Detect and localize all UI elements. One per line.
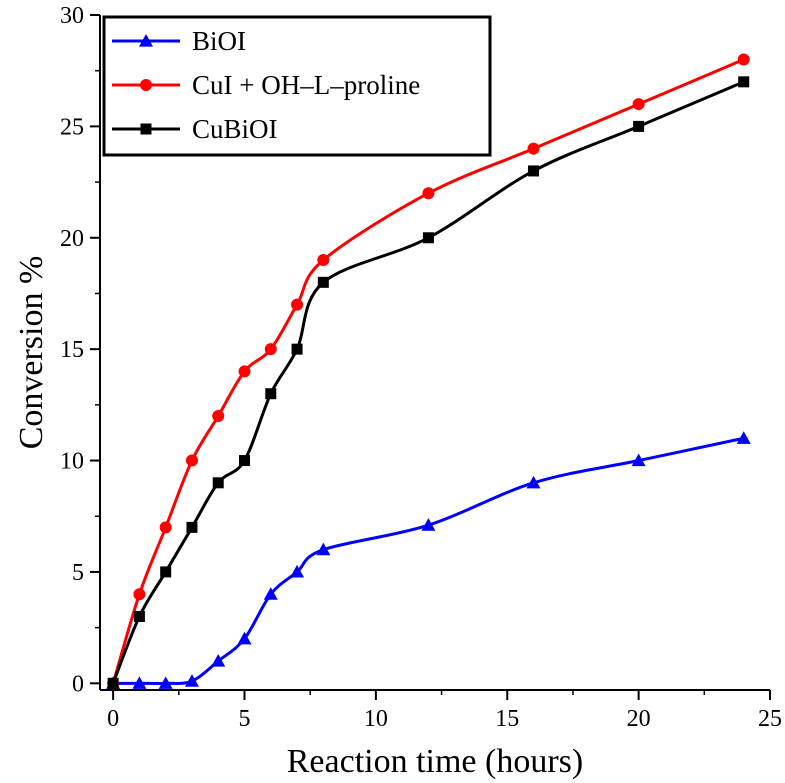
data-point-1	[133, 588, 146, 601]
data-point-0	[290, 564, 305, 578]
data-point-2	[317, 276, 329, 288]
data-point-1	[632, 98, 645, 111]
y-tick-label: 20	[60, 226, 84, 252]
y-tick-label: 30	[60, 3, 84, 29]
y-axis-title: Conversion %	[13, 256, 50, 450]
legend-swatch-marker	[140, 123, 152, 135]
data-point-0	[237, 631, 252, 645]
legend-label: CuBiOI	[192, 114, 278, 144]
y-tick-label: 5	[72, 560, 84, 586]
x-tick-label: 15	[495, 706, 519, 732]
legend-swatch-marker	[140, 79, 152, 91]
y-tick-label: 0	[72, 671, 84, 697]
data-point-1	[422, 187, 435, 200]
data-point-1	[264, 343, 277, 356]
data-point-0	[421, 518, 436, 531]
data-point-1	[317, 254, 330, 267]
data-point-0	[132, 676, 147, 689]
data-point-2	[265, 388, 277, 400]
data-point-1	[212, 409, 225, 422]
data-point-2	[133, 610, 145, 622]
x-tick-label: 20	[627, 706, 651, 732]
legend: BiOI CuI + OH–L–proline CuBiOI	[102, 15, 492, 157]
x-tick-label: 10	[364, 706, 388, 732]
data-point-0	[736, 431, 751, 444]
data-point-1	[527, 142, 540, 155]
data-point-2	[160, 566, 172, 578]
data-point-1	[238, 365, 251, 378]
y-tick-label: 15	[60, 337, 84, 363]
data-point-0	[526, 475, 541, 489]
data-point-2	[239, 455, 251, 467]
data-point-2	[107, 677, 119, 689]
data-point-0	[158, 676, 173, 689]
data-point-2	[633, 120, 645, 132]
x-tick-label: 25	[758, 706, 782, 732]
x-tick-label: 5	[239, 706, 251, 732]
data-point-0	[263, 587, 278, 600]
plot-area: 0 5 10 15 20 25 0 5 10 15 20 25 30 Reaction time (hou…	[13, 3, 782, 780]
data-point-0	[184, 674, 199, 687]
series-line-0	[113, 436, 745, 685]
x-axis-title: Reaction time (hours)	[287, 743, 583, 780]
y-tick-label: 25	[60, 114, 84, 140]
data-point-2	[528, 165, 540, 177]
data-point-0	[631, 453, 646, 467]
data-point-2	[212, 477, 224, 489]
legend-label: CuI + OH–L–proline	[192, 70, 420, 100]
x-tick-label: 0	[107, 706, 119, 732]
data-point-0	[211, 654, 226, 667]
data-point-1	[737, 53, 750, 66]
data-point-2	[422, 232, 434, 244]
legend-label: BiOI	[192, 26, 246, 56]
series-line-2	[111, 80, 745, 684]
data-point-1	[291, 298, 304, 311]
data-point-1	[185, 454, 198, 467]
data-point-0	[316, 542, 331, 556]
legend-swatch-marker	[139, 34, 153, 47]
data-point-1	[159, 521, 172, 534]
data-point-2	[291, 343, 303, 355]
data-point-2	[186, 521, 198, 533]
y-tick-label: 10	[60, 449, 84, 475]
data-point-2	[738, 76, 750, 88]
